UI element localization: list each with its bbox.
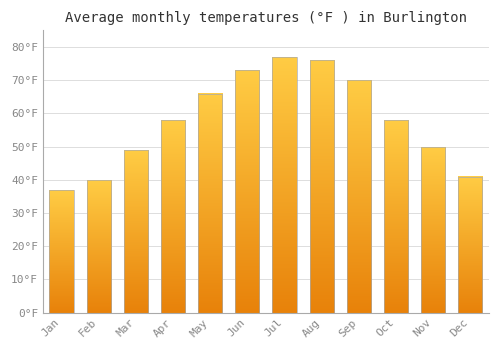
Bar — [50, 190, 74, 313]
Title: Average monthly temperatures (°F ) in Burlington: Average monthly temperatures (°F ) in Bu… — [65, 11, 467, 25]
Bar — [86, 180, 111, 313]
Bar — [236, 70, 260, 313]
Bar — [384, 120, 408, 313]
Bar — [272, 57, 296, 313]
Bar — [347, 80, 371, 313]
Bar — [198, 93, 222, 313]
Bar — [458, 176, 482, 313]
Bar — [421, 147, 445, 313]
Bar — [310, 60, 334, 313]
Bar — [161, 120, 185, 313]
Bar — [124, 150, 148, 313]
